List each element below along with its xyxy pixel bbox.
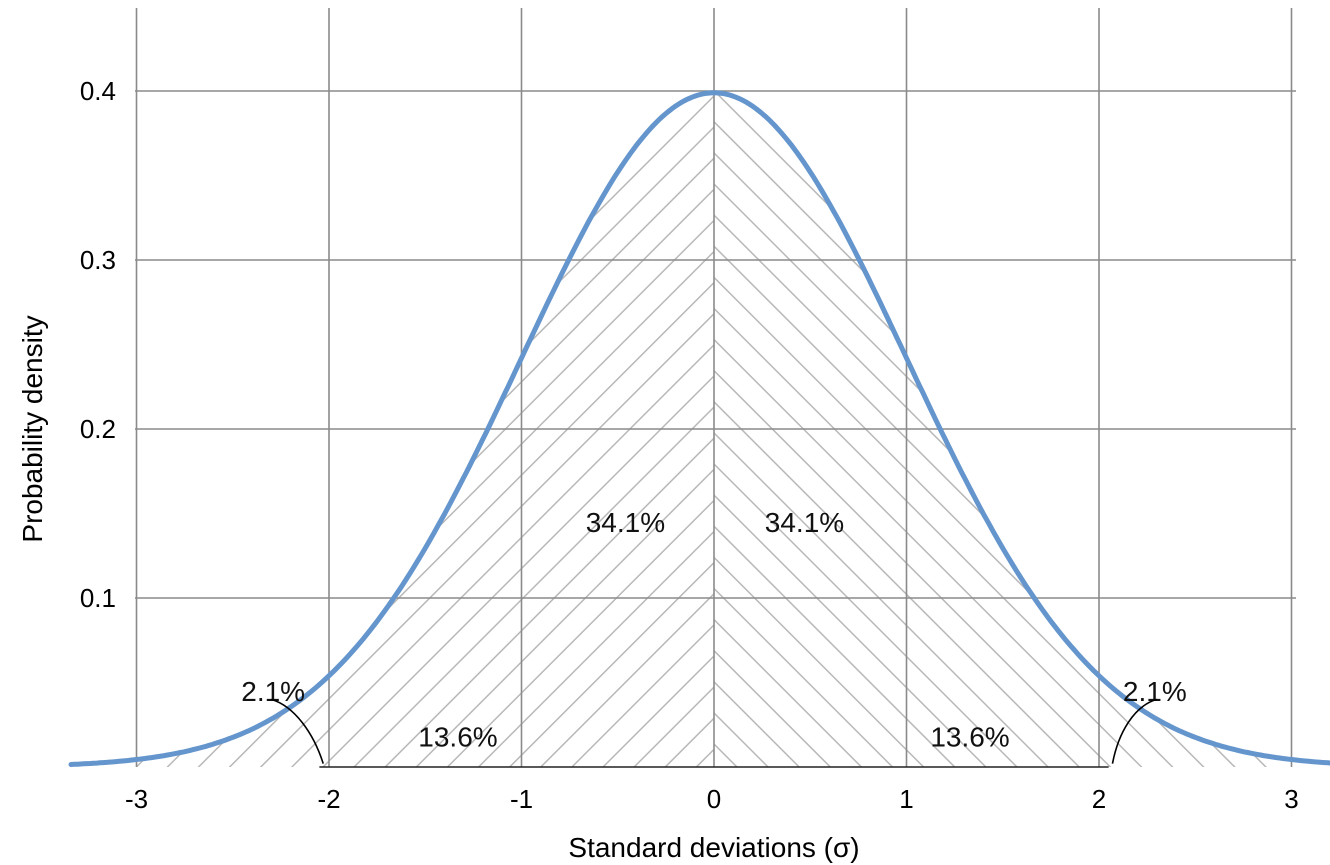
region-label: 13.6% <box>930 722 1009 753</box>
region-fill-5 <box>1099 675 1292 767</box>
x-tick-label: -1 <box>510 784 533 814</box>
region-label: 2.1% <box>241 676 305 707</box>
region-label: 2.1% <box>1123 676 1187 707</box>
text-layer: -3 -2 -1 0 1 2 3 0.1 0.2 0.3 0.4 Standard deviation… <box>17 76 1299 863</box>
y-tick-label: 0.1 <box>80 583 116 613</box>
region-label: 13.6% <box>418 722 497 753</box>
region-label: 34.1% <box>586 507 665 538</box>
curve-layer <box>68 90 1330 767</box>
leader-line-0 <box>271 698 324 764</box>
region-fill-2 <box>714 92 907 768</box>
region-fill-1 <box>521 92 714 768</box>
region-fill-4 <box>136 675 329 767</box>
x-tick-label: 3 <box>1284 784 1298 814</box>
y-tick-label: 0.4 <box>80 76 116 106</box>
density-curve <box>68 90 1330 767</box>
y-tick-label: 0.2 <box>80 414 116 444</box>
x-tick-label: 1 <box>899 784 913 814</box>
leader-line-1 <box>1111 698 1157 764</box>
region-label: 34.1% <box>765 507 844 538</box>
x-tick-label: -2 <box>317 784 340 814</box>
y-tick-label: 0.3 <box>80 245 116 275</box>
grid-lines <box>135 8 1296 768</box>
x-axis-label: Standard deviations (σ) <box>568 832 859 863</box>
x-tick-label: -3 <box>125 784 148 814</box>
y-axis-label: Probability density <box>17 315 48 542</box>
x-tick-label: 0 <box>707 784 721 814</box>
x-tick-label: 2 <box>1092 784 1106 814</box>
